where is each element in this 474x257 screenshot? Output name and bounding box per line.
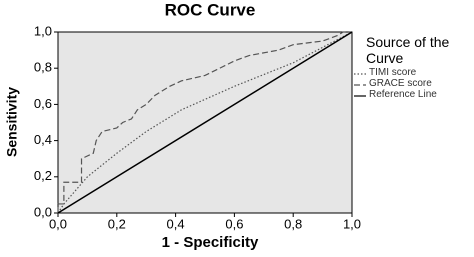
x-tick-label: 0,4 [167, 216, 185, 231]
x-tick-label: 0,2 [108, 216, 126, 231]
y-tick-label: 0,4 [34, 132, 52, 147]
x-tick-label: 0,6 [225, 216, 243, 231]
legend-entry: GRACE score [369, 78, 432, 89]
y-axis-label: Sensitivity [4, 87, 20, 157]
x-axis-label: 1 - Specificity [162, 234, 259, 251]
legend-title: Source of the Curve [366, 34, 450, 66]
x-tick-label: 0,0 [49, 216, 67, 231]
roc-line [57, 31, 352, 213]
y-tick-label: 0,6 [34, 96, 52, 111]
chart-title: ROC Curve [165, 0, 256, 19]
y-tick-label: 0,2 [34, 168, 52, 183]
y-tick-label: 0,0 [34, 204, 52, 219]
legend-entry: Reference Line [369, 89, 437, 100]
y-tick-label: 1,0 [34, 23, 52, 38]
legend-entry: TIMI score [369, 67, 417, 78]
x-tick-label: 0,8 [284, 216, 302, 231]
y-tick-label: 0,8 [34, 60, 52, 75]
roc-line [57, 31, 353, 214]
x-tick-label: 1,0 [343, 216, 361, 231]
